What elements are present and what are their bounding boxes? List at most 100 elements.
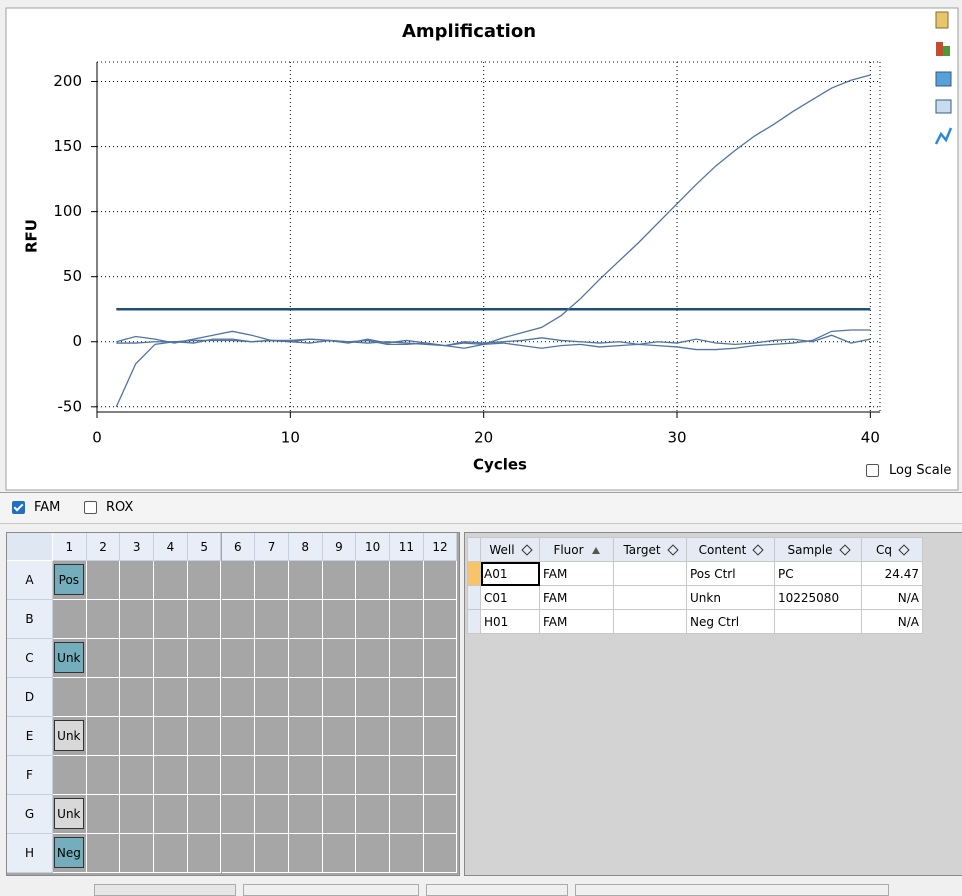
plate-well[interactable]: [86, 717, 121, 756]
plate-well[interactable]: [322, 639, 357, 678]
plate-well[interactable]: [187, 639, 222, 678]
plate-column-header[interactable]: 3: [120, 533, 155, 561]
plate-well[interactable]: [86, 756, 121, 795]
plate-well[interactable]: [86, 834, 121, 873]
plate-row-header[interactable]: H: [7, 834, 53, 873]
plate-well[interactable]: [86, 639, 121, 678]
plate-well[interactable]: [288, 600, 323, 639]
plate-well[interactable]: [86, 678, 121, 717]
plate-well[interactable]: [356, 717, 390, 756]
column-header[interactable]: Cq: [861, 537, 923, 562]
plate-well[interactable]: [120, 756, 155, 795]
plate-well[interactable]: [322, 717, 357, 756]
plate-row-header[interactable]: D: [7, 678, 53, 717]
column-header[interactable]: Target: [613, 537, 687, 562]
plate-well[interactable]: [53, 678, 87, 717]
plate-well[interactable]: [322, 561, 357, 600]
plate-well[interactable]: [390, 600, 424, 639]
plate-well[interactable]: [187, 678, 222, 717]
plate-well[interactable]: [154, 795, 188, 834]
plate-well[interactable]: [255, 678, 289, 717]
plate-well[interactable]: [288, 561, 323, 600]
plate-row-header[interactable]: E: [7, 717, 53, 756]
plate-well[interactable]: Unk: [53, 639, 87, 678]
plate-column-header[interactable]: 5: [187, 533, 222, 561]
plate-well[interactable]: [53, 600, 87, 639]
fluor-label[interactable]: FAM: [34, 500, 61, 515]
plate-well[interactable]: [221, 795, 256, 834]
plate-column-header[interactable]: 11: [390, 533, 424, 561]
plate-column-header[interactable]: 6: [221, 533, 256, 561]
plate-well[interactable]: [390, 717, 424, 756]
plate-well[interactable]: [120, 561, 155, 600]
plate-well[interactable]: [322, 756, 357, 795]
plate-well[interactable]: [255, 600, 289, 639]
plate-column-header[interactable]: 8: [288, 533, 323, 561]
plate-row-header[interactable]: G: [7, 795, 53, 834]
plate-well[interactable]: [390, 834, 424, 873]
log-scale-checkbox[interactable]: [866, 464, 879, 477]
plate-well[interactable]: [288, 756, 323, 795]
plate-well[interactable]: [322, 834, 357, 873]
plate-column-header[interactable]: 4: [154, 533, 188, 561]
plate-well[interactable]: [288, 678, 323, 717]
plate-well[interactable]: [255, 561, 289, 600]
copy-icon[interactable]: [935, 11, 949, 29]
plate-well[interactable]: [120, 678, 155, 717]
plate-well[interactable]: [390, 678, 424, 717]
plate-well[interactable]: [221, 639, 256, 678]
plate-row-header[interactable]: C: [7, 639, 53, 678]
plate-well[interactable]: [120, 834, 155, 873]
plate-well[interactable]: [86, 795, 121, 834]
plate-well[interactable]: [120, 717, 155, 756]
chart-options-icon[interactable]: [934, 127, 953, 145]
plate-well[interactable]: [356, 561, 390, 600]
plate-well[interactable]: [356, 756, 390, 795]
fluor-checkbox[interactable]: [84, 501, 97, 514]
plate-row-header[interactable]: F: [7, 756, 53, 795]
fluor-label[interactable]: ROX: [106, 500, 134, 515]
column-header[interactable]: Fluor: [539, 537, 614, 562]
plate-well[interactable]: [255, 834, 289, 873]
plate-well[interactable]: [154, 756, 188, 795]
plate-well[interactable]: [322, 600, 357, 639]
plate-well[interactable]: [356, 795, 390, 834]
plate-well[interactable]: [154, 561, 188, 600]
plate-well[interactable]: [255, 795, 289, 834]
plate-well[interactable]: [423, 717, 458, 756]
plate-well[interactable]: Unk: [53, 717, 87, 756]
plate-well[interactable]: [423, 756, 458, 795]
plate-well[interactable]: [423, 678, 458, 717]
plate-well[interactable]: [154, 717, 188, 756]
plate-well[interactable]: [221, 561, 256, 600]
column-header[interactable]: Well: [480, 537, 540, 562]
plate-well[interactable]: [120, 600, 155, 639]
plate-well[interactable]: [288, 639, 323, 678]
plate-well[interactable]: [187, 834, 222, 873]
plate-well[interactable]: [86, 600, 121, 639]
log-scale-label[interactable]: Log Scale: [889, 463, 952, 478]
plate-well[interactable]: [390, 795, 424, 834]
plate-well[interactable]: [423, 795, 458, 834]
plate-column-header[interactable]: 1: [53, 533, 87, 561]
plate-well[interactable]: [154, 600, 188, 639]
plate-column-header[interactable]: 7: [255, 533, 289, 561]
plate-well[interactable]: Unk: [53, 795, 87, 834]
plate-column-header[interactable]: 9: [322, 533, 357, 561]
fluor-checkbox[interactable]: [12, 501, 25, 514]
plate-well[interactable]: [255, 756, 289, 795]
plate-well[interactable]: [322, 678, 357, 717]
plate-well[interactable]: [390, 561, 424, 600]
plate-well[interactable]: Neg: [53, 834, 87, 873]
column-header[interactable]: Sample: [774, 537, 862, 562]
table-row[interactable]: H01 FAM Neg Ctrl N/A: [467, 609, 923, 634]
plate-well[interactable]: [356, 600, 390, 639]
plate-well[interactable]: [187, 717, 222, 756]
plate-well[interactable]: [154, 834, 188, 873]
plate-well[interactable]: [221, 834, 256, 873]
plate-well[interactable]: [423, 639, 458, 678]
plate-column-header[interactable]: 12: [423, 533, 458, 561]
table-row[interactable]: A01 FAM Pos Ctrl PC 24.47: [467, 561, 923, 586]
plate-well[interactable]: [120, 639, 155, 678]
plate-row-header[interactable]: B: [7, 600, 53, 639]
